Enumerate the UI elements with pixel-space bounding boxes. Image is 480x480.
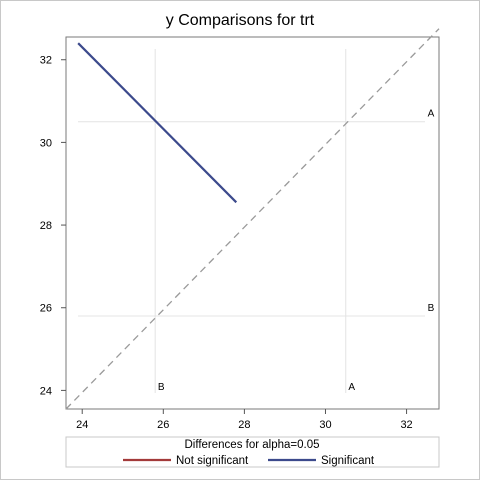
x-tick-label: 28 [238,419,250,431]
legend-box [65,436,440,468]
x-tick-label: 26 [157,419,169,431]
group-label-bottom: B [158,382,165,393]
legend-label: Significant [321,455,375,467]
x-tick-label: 30 [319,419,331,431]
plot-area-border [65,36,440,410]
y-tick-label: 32 [40,55,52,67]
group-label-right: B [428,303,435,314]
series-line-significant [77,42,238,204]
y-tick-label: 30 [40,137,52,149]
legend-label: Not significant [176,455,249,467]
x-tick-label: 24 [76,419,88,431]
x-tick-label: 32 [400,419,412,431]
y-tick-label: 28 [40,220,52,232]
group-label-right: A [428,109,435,120]
legend: Differences for alpha=0.05 Not significa… [65,436,440,468]
y-tick-label: 24 [40,385,52,397]
legend-title: Differences for alpha=0.05 [184,439,319,451]
chart-title: y Comparisons for trt [166,12,315,29]
diagonal-reference-line [65,28,440,410]
y-tick-label: 26 [40,303,52,315]
group-label-bottom: A [348,382,355,393]
